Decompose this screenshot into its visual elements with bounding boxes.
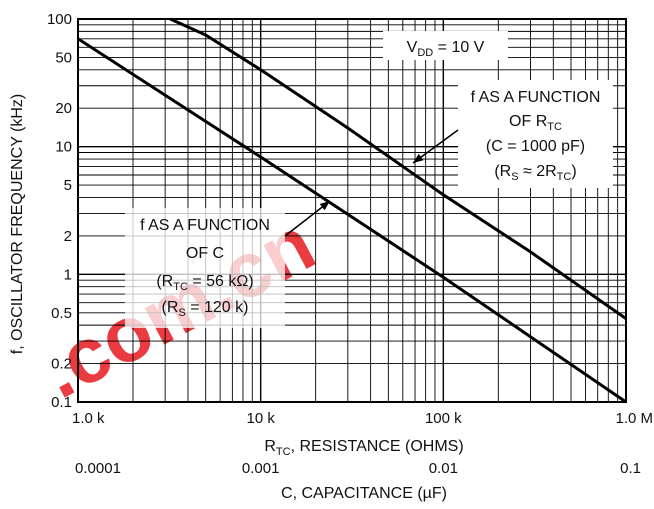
annotation-line: (RTC = 56 kΩ) [156, 273, 253, 293]
y-tick-label: 0.5 [51, 305, 72, 322]
x-tick-label: 1.0 k [72, 410, 105, 427]
x2-tick-label: 0.001 [242, 460, 280, 477]
annotation-line: f AS A FUNCTION [471, 89, 601, 106]
series-line-2 [77, 37, 627, 404]
y-tick-label: 2 [64, 228, 72, 245]
x-tick-label: 100 k [425, 410, 462, 427]
annotations: VDD = 10 V f AS A FUNCTION OF RTC (C = 1000… [125, 31, 613, 328]
y-tick-label: 20 [55, 100, 72, 117]
y-tick-label: 100 [47, 11, 72, 28]
x2-tick-label: 0.01 [429, 460, 458, 477]
x2-axis-label: C, CAPACITANCE (µF) [281, 485, 447, 502]
series-line-1 [169, 17, 627, 320]
y-tick-label: 1 [64, 266, 72, 283]
x2-tick-label: 0.1 [620, 460, 641, 477]
annotation-line: f AS A FUNCTION [140, 217, 270, 234]
annotation-bg [383, 31, 508, 60]
annotation-line: VDD = 10 V [407, 39, 485, 59]
annotation-bg [458, 80, 613, 188]
y-tick-label: 10 [55, 139, 72, 156]
x-tick-label: 1.0 M [615, 410, 653, 427]
leader-arrow-1 [412, 129, 459, 164]
x-tick-labels: 1.0 k 10 k 100 k 1.0 M [72, 410, 653, 427]
y-tick-label: 5 [64, 177, 72, 194]
y-axis-label: f, OSCILLATOR FREQUENCY (kHz) [9, 94, 26, 354]
x-tick-label: 10 k [246, 410, 275, 427]
annotation-line: OF RTC [509, 113, 562, 133]
annotation-line: (RS ≈ 2RTC) [494, 163, 576, 183]
x2-tick-label: 0.0001 [75, 460, 121, 477]
annotation-bg [125, 208, 285, 328]
leader-arrow-2 [284, 200, 331, 237]
annotation-3: f AS A FUNCTION OF C (RTC = 56 kΩ) (RS = 12… [125, 208, 285, 328]
plot-frame [77, 18, 627, 403]
y-tick-label: 0.2 [51, 356, 72, 373]
x-axis-label: RTC, RESISTANCE (OHMS) [264, 438, 463, 458]
annotation-line: OF C [186, 245, 224, 262]
annotation-2: f AS A FUNCTION OF RTC (C = 1000 pF) (RS ≈ … [458, 80, 613, 188]
annotation-1: VDD = 10 V [383, 31, 508, 60]
annotation-line: (C = 1000 pF) [486, 138, 585, 155]
series-layer [77, 17, 627, 404]
y-tick-labels: 100 50 20 10 5 2 1 0.5 0.2 0.1 [47, 11, 72, 411]
x2-tick-labels: 0.0001 0.001 0.01 0.1 [75, 460, 641, 477]
y-tick-label: 0.1 [51, 394, 72, 411]
annotation-line: (RS = 120 k) [162, 299, 249, 319]
y-tick-label: 50 [55, 49, 72, 66]
